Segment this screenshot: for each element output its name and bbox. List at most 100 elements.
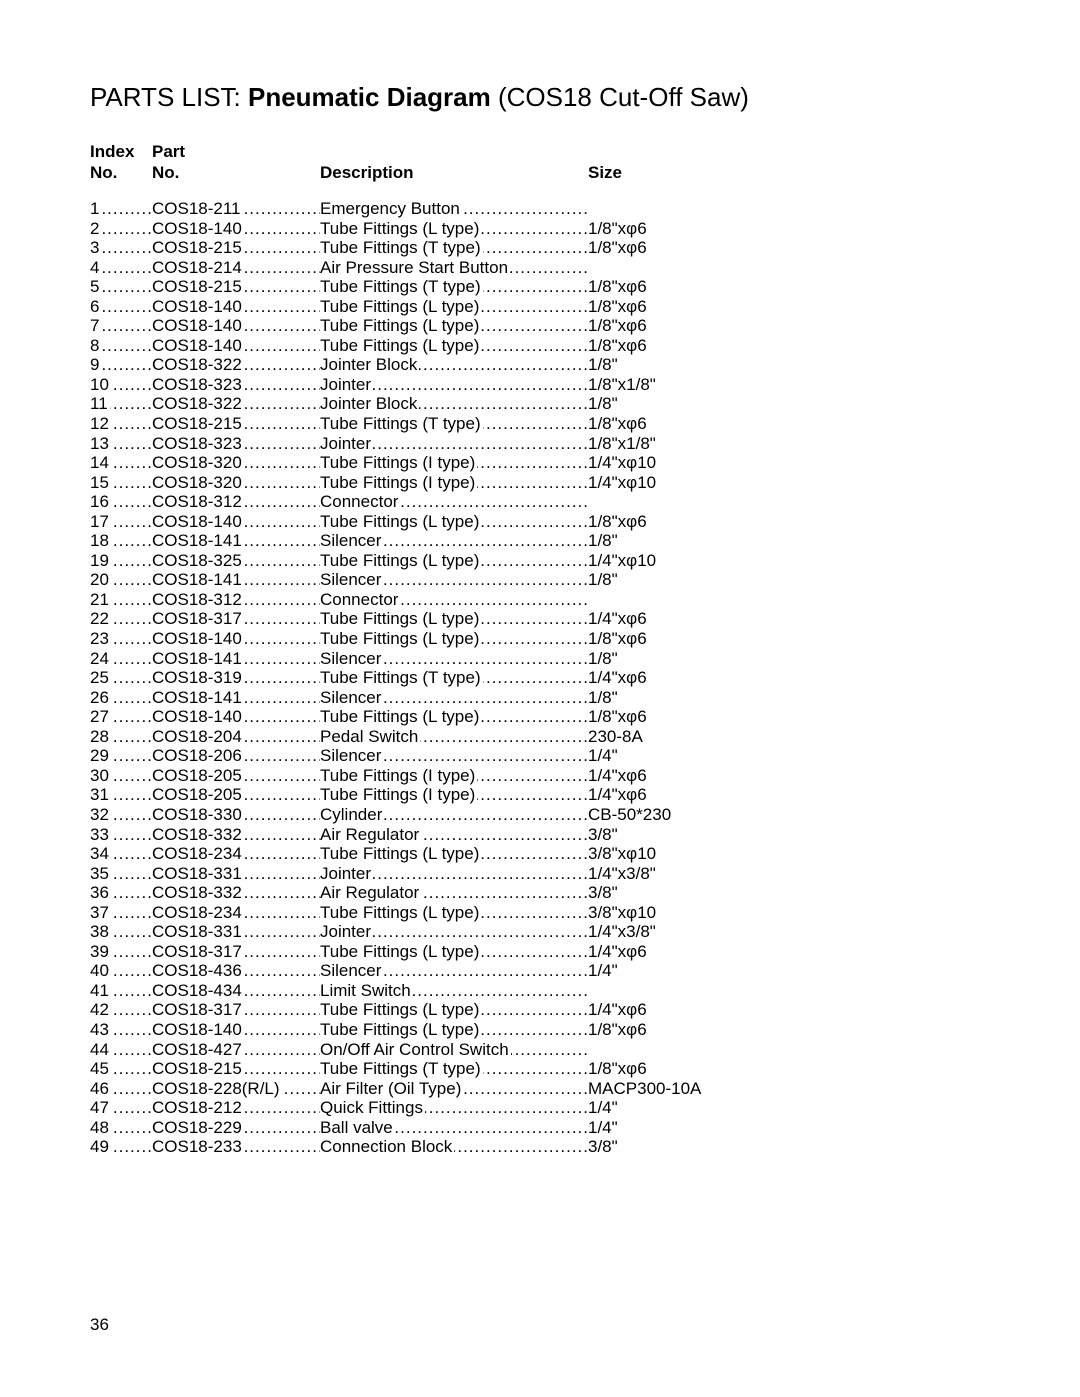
- cell-text: Limit Switch: [320, 981, 413, 1000]
- table-row: 15COS18-320Tube Fittings (I type)1/4"xφ1…: [90, 473, 990, 493]
- cell-desc: Air Regulator: [320, 883, 588, 903]
- cell-text: 1/8"xφ6: [588, 1059, 647, 1078]
- cell-text: 43: [90, 1020, 111, 1039]
- cell-desc: Air Regulator: [320, 825, 588, 845]
- cell-text: COS18-214: [152, 258, 244, 277]
- cell-desc: Quick Fittings: [320, 1098, 588, 1118]
- cell-text: COS18-233: [152, 1137, 244, 1156]
- cell-part: COS18-141: [152, 688, 320, 708]
- table-row: 10 COS18-323 Jointer 1/8"x1/8": [90, 375, 990, 395]
- cell-text: 35: [90, 864, 111, 883]
- cell-text: COS18-323: [152, 375, 244, 394]
- cell-text: 1/8"xφ6: [588, 1020, 647, 1039]
- cell-text: 1/8"x1/8": [588, 434, 656, 453]
- cell-desc: Tube Fittings (L type): [320, 609, 588, 629]
- table-row: 33COS18-332Air Regulator3/8": [90, 825, 990, 845]
- cell-part: COS18-332: [152, 825, 320, 845]
- cell-part: COS18-312: [152, 590, 320, 610]
- table-row: 12COS18-215Tube Fittings (T type)1/8"xφ6: [90, 414, 990, 434]
- cell-text: COS18-204: [152, 727, 244, 746]
- cell-text: 5: [90, 277, 101, 296]
- cell-text: COS18-141: [152, 531, 244, 550]
- cell-index: 34: [90, 844, 152, 864]
- header-description: Description: [320, 162, 414, 183]
- title-suffix: (COS18 Cut-Off Saw): [491, 82, 749, 112]
- cell-text: COS18-140: [152, 219, 244, 238]
- cell-text: Jointer: [320, 375, 373, 394]
- cell-desc: Silencer: [320, 688, 588, 708]
- cell-text: Jointer: [320, 922, 373, 941]
- cell-text: 1/8": [588, 394, 618, 413]
- cell-index: 28: [90, 727, 152, 747]
- cell-text: 42: [90, 1000, 111, 1019]
- cell-text: Silencer: [320, 688, 383, 707]
- cell-text: COS18-331: [152, 922, 244, 941]
- cell-text: COS18-320: [152, 453, 244, 472]
- table-row: 11COS18-322Jointer Block1/8": [90, 394, 990, 414]
- cell-text: Tube Fittings (L type): [320, 609, 481, 628]
- cell-text: 10: [90, 375, 111, 394]
- cell-part: COS18-332: [152, 883, 320, 903]
- cell-text: 1/8"xφ6: [588, 629, 647, 648]
- cell-size: 1/8"xφ6: [588, 1020, 990, 1040]
- cell-part: COS18-140: [152, 707, 320, 727]
- cell-index: 36: [90, 883, 152, 903]
- cell-text: COS18-211: [152, 199, 243, 218]
- cell-part: COS18-233: [152, 1137, 320, 1157]
- cell-desc: Tube Fittings (T type): [320, 668, 588, 688]
- table-row: 17COS18-140Tube Fittings (L type)1/8"xφ6: [90, 512, 990, 532]
- cell-desc: Tube Fittings (L type): [320, 707, 588, 727]
- table-row: 29COS18-206Silencer1/4": [90, 746, 990, 766]
- cell-text: Tube Fittings (L type): [320, 551, 481, 570]
- cell-text: CB-50*230: [588, 805, 671, 824]
- table-row: 24COS18-141Silencer1/8": [90, 649, 990, 669]
- cell-text: 49: [90, 1137, 111, 1156]
- cell-part: COS18-212: [152, 1098, 320, 1118]
- cell-part: COS18-215: [152, 414, 320, 434]
- cell-text: Tube Fittings (L type): [320, 844, 481, 863]
- cell-text: Quick Fittings: [320, 1098, 425, 1117]
- cell-text: 1/8"xφ6: [588, 707, 647, 726]
- cell-text: Connection Block: [320, 1137, 454, 1156]
- cell-text: 3/8": [588, 883, 618, 902]
- cell-text: 1/4": [588, 961, 618, 980]
- cell-text: COS18-317: [152, 1000, 244, 1019]
- table-row: 5COS18-215Tube Fittings (T type)1/8"xφ6: [90, 277, 990, 297]
- cell-text: 48: [90, 1118, 111, 1137]
- cell-desc: Air Filter (Oil Type): [320, 1079, 588, 1099]
- cell-text: 39: [90, 942, 111, 961]
- cell-text: 31: [90, 785, 111, 804]
- cell-text: 44: [90, 1040, 111, 1059]
- cell-size: CB-50*230: [588, 805, 990, 825]
- cell-text: COS18-234: [152, 903, 244, 922]
- cell-text: 1/4"xφ10: [588, 453, 656, 472]
- cell-index: 14: [90, 453, 152, 473]
- cell-text: 7: [90, 316, 101, 335]
- cell-desc: Silencer: [320, 649, 588, 669]
- cell-text: Tube Fittings (T type): [320, 668, 483, 687]
- table-row: 23COS18-140Tube Fittings (L type)1/8"xφ6: [90, 629, 990, 649]
- cell-text: COS18-317: [152, 609, 244, 628]
- cell-text: 1/4"xφ10: [588, 551, 656, 570]
- table-row: 43COS18-140Tube Fittings (L type)1/8"xφ6: [90, 1020, 990, 1040]
- cell-desc: Tube Fittings (I type): [320, 785, 588, 805]
- cell-text: COS18-325: [152, 551, 244, 570]
- cell-text: On/Off Air Control Switch: [320, 1040, 511, 1059]
- cell-text: Pedal Switch: [320, 727, 420, 746]
- cell-size: 1/8"x1/8": [588, 375, 990, 395]
- cell-part: COS18-436: [152, 961, 320, 981]
- cell-index: 25: [90, 668, 152, 688]
- table-row: 32COS18-330CylinderCB-50*230: [90, 805, 990, 825]
- cell-text: 14: [90, 453, 111, 472]
- cell-text: COS18-229: [152, 1118, 244, 1137]
- table-row: 20COS18-141Silencer1/8": [90, 570, 990, 590]
- cell-part: COS18-215: [152, 1059, 320, 1079]
- cell-text: Tube Fittings (T type): [320, 238, 483, 257]
- cell-index: 27: [90, 707, 152, 727]
- cell-desc: Tube Fittings (L type): [320, 1000, 588, 1020]
- table-row: 48COS18-229Ball valve1/4": [90, 1118, 990, 1138]
- cell-size: 1/8": [588, 688, 990, 708]
- cell-text: 21: [90, 590, 111, 609]
- cell-text: 9: [90, 355, 101, 374]
- cell-size: 1/8"xφ6: [588, 707, 990, 727]
